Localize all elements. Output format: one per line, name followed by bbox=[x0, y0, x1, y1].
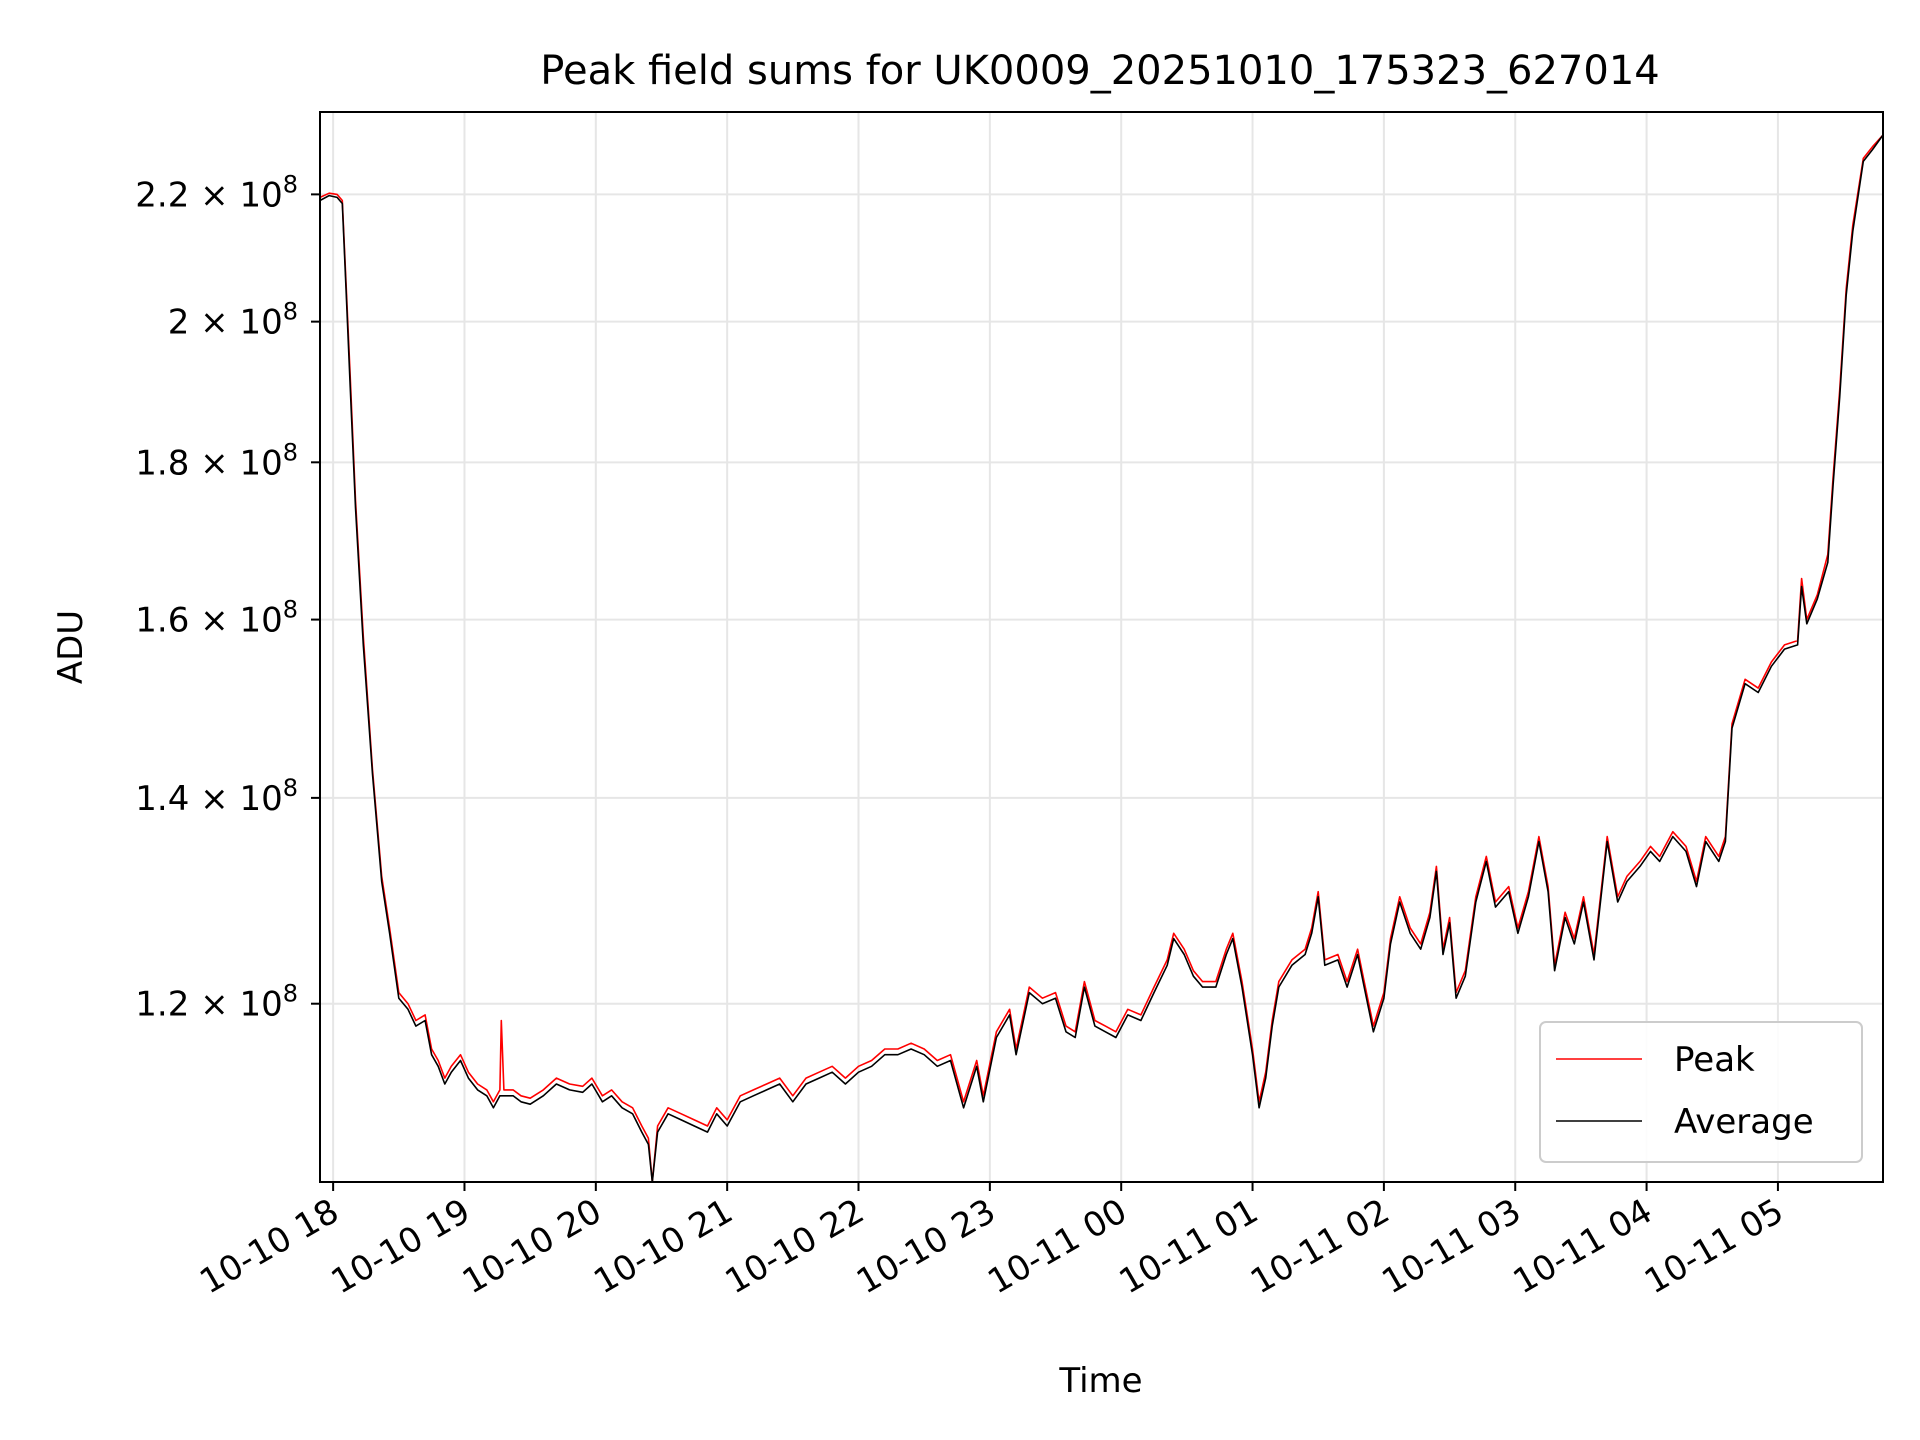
chart-title: Peak field sums for UK0009_20251010_1753… bbox=[540, 48, 1659, 94]
y-tick-times: × 10 bbox=[189, 601, 282, 641]
y-tick-times: × 10 bbox=[189, 443, 282, 483]
legend: Peak Average bbox=[1539, 1021, 1863, 1163]
y-tick-exponent: 8 bbox=[283, 298, 298, 326]
y-tick-times: × 10 bbox=[189, 779, 282, 819]
y-tick-mantissa: 2.2 bbox=[135, 175, 189, 215]
y-tick-exponent: 8 bbox=[283, 980, 298, 1008]
y-tick-label: 1.4 × 108 bbox=[135, 774, 298, 819]
legend-label-peak: Peak bbox=[1674, 1040, 1755, 1080]
grid bbox=[320, 112, 1883, 1182]
y-tick-mantissa: 1.4 bbox=[135, 779, 189, 819]
y-tick-label: 1.8 × 108 bbox=[135, 438, 298, 483]
series-line-average bbox=[319, 134, 1884, 1183]
series-line-peak bbox=[319, 134, 1884, 1183]
y-tick-mantissa: 1.6 bbox=[135, 601, 189, 641]
y-tick-times: × 10 bbox=[189, 175, 282, 215]
y-tick-label: 1.6 × 108 bbox=[135, 596, 298, 641]
y-tick-exponent: 8 bbox=[283, 438, 298, 466]
y-tick-label: 1.2 × 108 bbox=[135, 980, 298, 1025]
y-tick-label: 2 × 108 bbox=[168, 298, 298, 343]
y-tick-mantissa: 1.2 bbox=[135, 985, 189, 1025]
y-tick-times: × 10 bbox=[189, 303, 282, 343]
x-axis-label: Time bbox=[1058, 1361, 1142, 1401]
series-layer bbox=[319, 134, 1884, 1183]
y-tick-exponent: 8 bbox=[283, 596, 298, 624]
plot-frame bbox=[319, 111, 1884, 1183]
y-tick-exponent: 8 bbox=[283, 170, 298, 198]
y-tick-mantissa: 2 bbox=[168, 303, 190, 343]
legend-box bbox=[1539, 1021, 1863, 1163]
y-tick-times: × 10 bbox=[189, 985, 282, 1025]
y-tick-label: 2.2 × 108 bbox=[135, 170, 298, 215]
y-tick-mantissa: 1.8 bbox=[135, 443, 189, 483]
y-tick-exponent: 8 bbox=[283, 774, 298, 802]
y-axis-label: ADU bbox=[51, 610, 91, 684]
legend-label-average: Average bbox=[1674, 1102, 1814, 1142]
